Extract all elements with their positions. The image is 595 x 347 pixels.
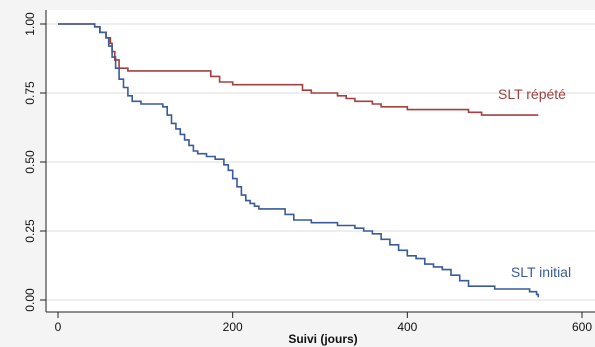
x-axis-title: Suivi (jours) bbox=[288, 332, 357, 346]
grid-lines bbox=[46, 23, 595, 301]
x-tick-label: 200 bbox=[223, 320, 243, 334]
series-line-0 bbox=[58, 23, 539, 116]
series-labels: SLT répété SLT initial bbox=[498, 86, 571, 280]
x-tick-label: 400 bbox=[397, 320, 417, 334]
plot-area bbox=[46, 10, 595, 312]
y-tick-label: 0.25 bbox=[23, 219, 37, 243]
series-lines bbox=[58, 23, 540, 298]
y-tick-label: 0.75 bbox=[23, 81, 37, 105]
x-tick-label: 600 bbox=[572, 320, 592, 334]
y-tick-label: 0.00 bbox=[23, 288, 37, 312]
series-label-0: SLT répété bbox=[498, 86, 566, 102]
y-tick-label: 1.00 bbox=[23, 12, 37, 36]
axis-ticks: 0.00 0.25 0.50 0.75 1.00 0 200 400 600 bbox=[23, 12, 592, 334]
y-tick-label: 0.50 bbox=[23, 150, 37, 174]
series-label-1: SLT initial bbox=[511, 264, 571, 280]
series-line-1 bbox=[58, 23, 540, 298]
x-tick-label: 0 bbox=[55, 320, 62, 334]
